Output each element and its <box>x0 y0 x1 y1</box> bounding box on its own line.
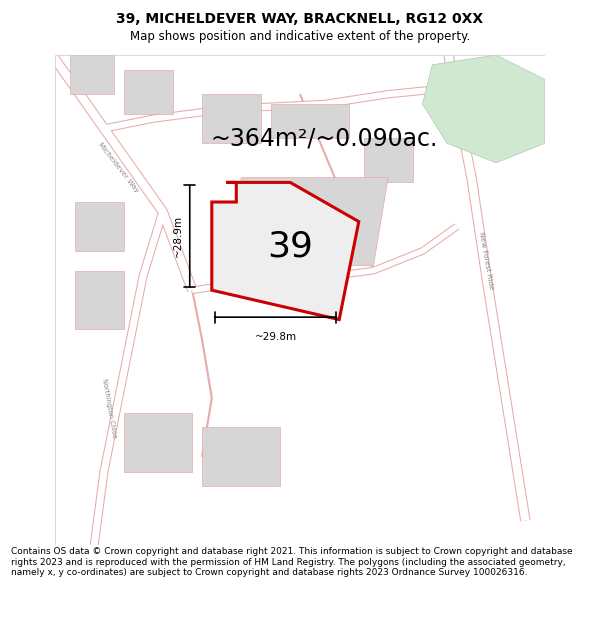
Text: Map shows position and indicative extent of the property.: Map shows position and indicative extent… <box>130 30 470 43</box>
Polygon shape <box>271 104 349 138</box>
Text: Contains OS data © Crown copyright and database right 2021. This information is : Contains OS data © Crown copyright and d… <box>11 548 572 578</box>
Polygon shape <box>124 412 192 471</box>
Polygon shape <box>74 271 124 329</box>
Text: ~28.9m: ~28.9m <box>172 215 182 258</box>
Text: Micheldever Way: Micheldever Way <box>97 142 140 194</box>
Polygon shape <box>212 182 359 319</box>
Polygon shape <box>70 55 114 94</box>
Polygon shape <box>422 55 545 162</box>
Text: Northington Close: Northington Close <box>101 378 117 438</box>
Text: 39, MICHELDEVER WAY, BRACKNELL, RG12 0XX: 39, MICHELDEVER WAY, BRACKNELL, RG12 0XX <box>116 12 484 26</box>
Polygon shape <box>227 177 388 266</box>
Polygon shape <box>202 94 261 143</box>
Text: ~364m²/~0.090ac.: ~364m²/~0.090ac. <box>211 126 438 150</box>
Text: 39: 39 <box>267 229 313 263</box>
Text: New Forest Ride: New Forest Ride <box>478 231 494 290</box>
Polygon shape <box>124 70 173 114</box>
Text: ~29.8m: ~29.8m <box>254 332 296 342</box>
Polygon shape <box>202 428 280 486</box>
Polygon shape <box>364 138 413 182</box>
Polygon shape <box>74 202 124 251</box>
